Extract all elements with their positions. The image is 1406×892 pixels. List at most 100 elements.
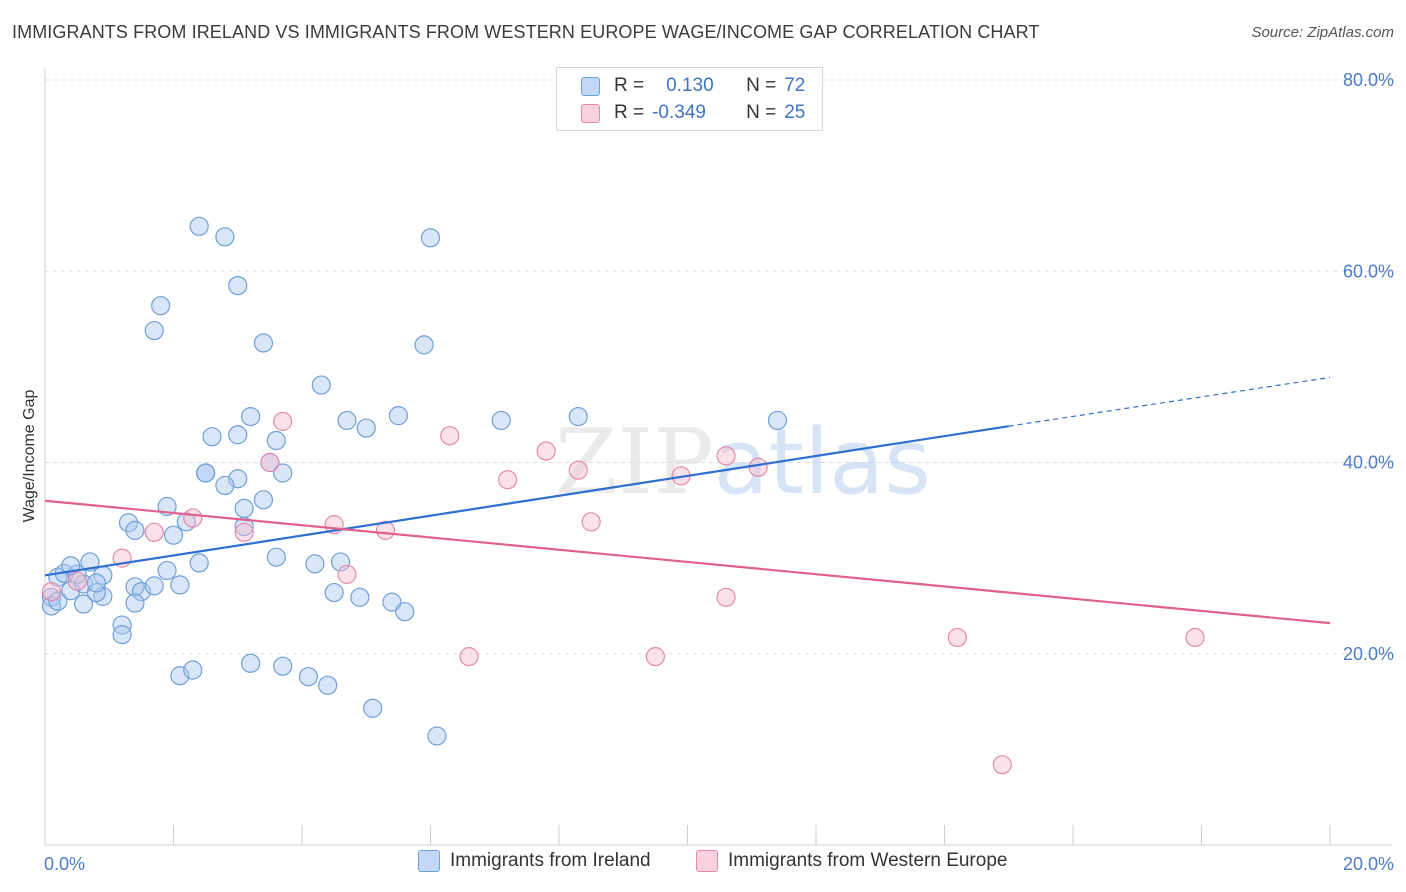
point-western-europe [337, 564, 357, 584]
legend-n-label: N = [746, 75, 777, 96]
point-western-europe [459, 647, 479, 667]
point-ireland [420, 228, 441, 248]
legend-n-value: 25 [784, 102, 806, 123]
trend-line-ireland [44, 425, 1009, 577]
x-tick-label: 0.0% [44, 854, 85, 874]
point-ireland [318, 675, 338, 695]
point-western-europe [645, 647, 665, 667]
trend-lines [44, 376, 1331, 625]
point-western-europe [947, 627, 967, 648]
point-ireland [253, 333, 274, 353]
point-ireland [202, 427, 222, 447]
data-points [41, 216, 1205, 775]
point-ireland [266, 547, 286, 567]
point-ireland [363, 698, 383, 718]
legend-r-value: -0.349 [652, 102, 706, 123]
point-western-europe [375, 520, 396, 540]
series-legend: Immigrants from Ireland Immigrants from … [0, 850, 1406, 878]
source-label: Source: ZipAtlas.com [1251, 24, 1394, 41]
point-western-europe [716, 446, 736, 466]
chart-title: IMMIGRANTS FROM IRELAND VS IMMIGRANTS FR… [12, 22, 1040, 42]
point-ireland [189, 553, 209, 573]
point-ireland [215, 475, 235, 496]
legend-r-value: 0.130 [666, 75, 714, 96]
point-ireland [241, 407, 261, 427]
point-ireland [125, 520, 145, 540]
point-ireland [48, 591, 68, 611]
legend-r-label: R = [614, 102, 645, 123]
gridlines [45, 79, 1392, 655]
trend-line-western-europe [44, 499, 1331, 625]
point-ireland [112, 625, 132, 645]
point-ireland [183, 660, 203, 680]
y-tick-label: 20.0% [1343, 644, 1394, 664]
point-ireland [163, 525, 184, 545]
trend-line-ireland-extension [1008, 376, 1331, 427]
point-ireland [388, 406, 408, 426]
watermark-zip: ZIP [555, 410, 714, 515]
point-ireland [189, 216, 209, 236]
point-western-europe [1185, 627, 1205, 648]
legend-swatch-blue [581, 76, 600, 96]
point-ireland [273, 463, 293, 483]
point-western-europe [568, 460, 588, 480]
point-western-europe [260, 452, 280, 473]
x-tick-label: 20.0% [1343, 854, 1394, 874]
series-name-ireland: Immigrants from Ireland [450, 850, 651, 871]
y-tick-label: 80.0% [1343, 70, 1394, 90]
point-ireland [118, 513, 139, 533]
point-western-europe [273, 411, 293, 431]
series-legend-western-europe: Immigrants from Western Europe [696, 850, 1007, 872]
point-western-europe [498, 470, 518, 490]
point-ireland [414, 335, 434, 355]
point-ireland [125, 593, 145, 613]
point-western-europe [234, 522, 254, 542]
point-western-europe [440, 426, 460, 446]
point-ireland [228, 425, 248, 445]
point-ireland [86, 573, 107, 593]
point-ireland [311, 375, 331, 395]
point-western-europe [67, 571, 87, 591]
legend-swatch-pink [581, 103, 600, 123]
point-western-europe [144, 522, 164, 542]
legend-r-label: R = [614, 75, 645, 96]
point-ireland [350, 587, 370, 607]
point-ireland [767, 410, 788, 431]
point-ireland [144, 576, 164, 596]
point-ireland [356, 418, 376, 438]
point-western-europe [183, 508, 203, 528]
watermark-atlas: atlas [714, 410, 932, 515]
point-ireland [228, 275, 248, 296]
point-ireland [170, 575, 190, 595]
point-western-europe [992, 755, 1012, 775]
point-western-europe [716, 587, 736, 607]
series-swatch-pink [696, 850, 718, 872]
point-ireland [157, 560, 177, 581]
tick-labels: 20.0% 40.0% 60.0% 80.0% 0.0% 20.0% [44, 70, 1394, 874]
point-ireland [151, 296, 171, 316]
point-western-europe [536, 441, 556, 461]
y-tick-label: 40.0% [1343, 453, 1394, 473]
point-ireland [234, 498, 254, 518]
point-ireland [305, 554, 325, 574]
legend: R = 0.130 N = 72 R = -0.349 N = 25 [556, 67, 823, 131]
point-ireland [144, 320, 164, 341]
point-western-europe [41, 581, 62, 602]
axes [44, 68, 1392, 846]
point-ireland [215, 227, 235, 247]
series-name-western-europe: Immigrants from Western Europe [728, 850, 1008, 871]
point-western-europe [581, 512, 601, 532]
point-ireland [196, 463, 216, 483]
series-swatch-blue [418, 850, 440, 872]
point-ireland [330, 552, 351, 572]
legend-row-western-europe: R = -0.349 N = 25 [581, 100, 805, 126]
y-axis-label: Wage/Income Gap [21, 390, 38, 523]
point-ireland [324, 582, 344, 603]
point-ireland [241, 653, 261, 673]
point-ireland [253, 490, 274, 510]
point-ireland [266, 430, 286, 451]
point-ireland [427, 726, 447, 746]
watermark: ZIPatlas [555, 410, 931, 515]
point-ireland [382, 592, 402, 612]
